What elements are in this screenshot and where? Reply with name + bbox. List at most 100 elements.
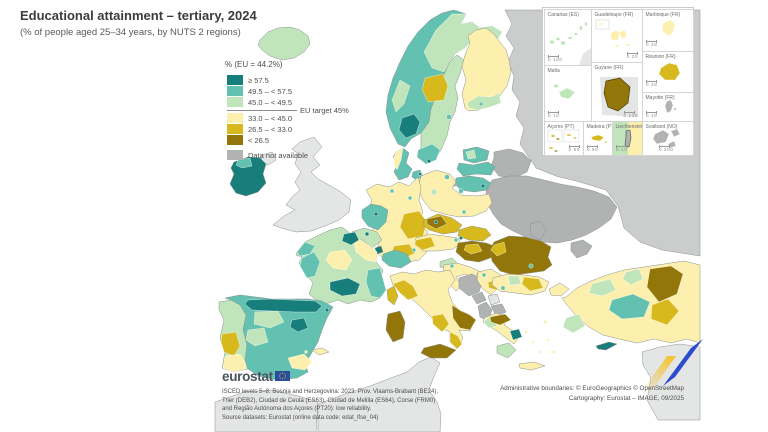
- country-baltics: [443, 146, 496, 193]
- legend-label: 49.5 – < 57.5: [248, 86, 292, 96]
- inset-label: Martinique (FR): [645, 11, 681, 18]
- inset-canarias-map: [549, 21, 591, 65]
- deco-blue-stripe: [663, 339, 703, 386]
- country-poland: [417, 169, 493, 218]
- inset-reunion-map: [658, 62, 681, 81]
- inset-madeira: Madeira (PT) 0 50: [583, 121, 613, 156]
- inset-label: Svalbard (NO): [645, 123, 678, 130]
- inset-acores: Açores (PT) 0 50: [544, 121, 584, 156]
- country-east-na: [485, 148, 618, 259]
- inset-svalbard-map: [652, 128, 681, 149]
- legend-swatch: [227, 124, 243, 134]
- inset-martinique: Martinique (FR) 0 20: [642, 9, 694, 52]
- inset-scalebar: 0 20: [646, 80, 658, 88]
- inset-scalebar: 0 20: [626, 52, 638, 60]
- inset-martinique-map: [661, 19, 676, 37]
- legend-row: 26.5 – < 33.0: [227, 124, 292, 134]
- inset-label: Liechtenstein: [615, 123, 643, 130]
- inset-scalebar: 0 10: [646, 111, 658, 119]
- footer-right: Administrative boundaries: © EuroGeograp…: [500, 384, 684, 404]
- country-africa-levant: [214, 343, 701, 432]
- legend-row: 33.0 – < 45.0: [227, 113, 292, 123]
- inset-liechtenstein: Liechtenstein 0 10: [612, 121, 643, 156]
- inset-label: Açores (PT): [547, 123, 575, 130]
- inset-scalebar: 0 50: [568, 145, 580, 153]
- country-uk: [260, 136, 352, 233]
- legend-label: ≥ 57.5: [248, 75, 269, 85]
- inset-label: Réunion (FR): [645, 53, 676, 60]
- legend-label: 26.5 – < 33.0: [248, 124, 292, 134]
- inset-acores-map: [547, 129, 580, 153]
- eu-target-line: [227, 110, 297, 111]
- legend-row: ≥ 57.5: [227, 75, 269, 85]
- deco-yellow-stripe: [641, 356, 676, 393]
- inset-reunion: Réunion (FR) 0 20: [642, 51, 694, 93]
- footnote-line: Trier (D­EB2), Ciudad de Ceuta (ES63), C…: [222, 397, 436, 404]
- inset-label: Malta: [547, 67, 560, 74]
- legend-swatch: [227, 75, 243, 85]
- inset-guadeloupe-map: [595, 19, 631, 48]
- country-germany: [365, 176, 429, 263]
- inset-label: Madeira (PT): [586, 123, 613, 130]
- country-italy: [385, 269, 477, 359]
- legend-row: 49.5 – < 57.5: [227, 86, 292, 96]
- inset-scalebar: 0 100: [623, 111, 638, 119]
- inset-madeira-map: [590, 134, 608, 144]
- page-subtitle: (% of people aged 25–34 years, by NUTS 2…: [20, 27, 241, 38]
- inset-scalebar: 0 20: [646, 40, 658, 48]
- legend-swatch: [227, 150, 243, 160]
- inset-mayotte: Mayotte (FR) 0 10: [642, 92, 694, 122]
- inset-guyane-map: [600, 77, 638, 117]
- country-iceland: [257, 26, 311, 61]
- eu-flag-icon: [274, 371, 290, 381]
- eurostat-logo-text: eurostat: [222, 369, 273, 384]
- inset-label: Guyane (FR): [594, 64, 624, 71]
- country-sweden: [416, 54, 465, 165]
- eu-target-label: EU target 45%: [300, 106, 349, 115]
- inset-scalebar: 0 10: [616, 145, 628, 153]
- country-turkey: [548, 260, 701, 351]
- page-title: Educational attainment – tertiary, 2024: [20, 8, 257, 23]
- country-greece: [482, 312, 557, 371]
- credit-line: Cartography: Eurostat – IMAGE, 09/2025: [568, 394, 684, 402]
- legend-swatch: [227, 97, 243, 107]
- inset-scalebar: 0 200: [659, 145, 674, 153]
- legend-title: % (EU = 44.2%): [225, 60, 283, 69]
- inset-canarias: Canarias (ES) 0 100: [544, 9, 592, 66]
- legend-row: 45.0 – < 49.5: [227, 97, 292, 107]
- inset-malta-map: [553, 84, 576, 100]
- legend-row: < 26.5: [227, 135, 269, 145]
- footer-left: eurostat ISCED levels 5–8. Bosnia and He…: [222, 370, 438, 422]
- inset-svalbard: Svalbard (NO) 0 200: [642, 121, 694, 156]
- country-finland: [461, 27, 512, 112]
- inset-guadeloupe: Guadeloupe (FR) 0 20: [591, 9, 643, 63]
- country-alpine: [381, 233, 462, 269]
- footnote-line: Source datasets: Eurostat (online data c…: [222, 414, 379, 421]
- legend-row-no-data: Data not available: [227, 150, 308, 160]
- footnote-line: ISCED levels 5–8. Bosnia and Herzegovina…: [222, 389, 438, 395]
- inset-label: Guadeloupe (FR): [594, 11, 634, 18]
- country-ireland: [229, 156, 267, 197]
- legend-label: Data not available: [248, 150, 309, 160]
- inset-guyane: Guyane (FR) 0 100: [591, 62, 643, 122]
- country-czechia-slovakia-hungary: [422, 213, 498, 263]
- legend-label: 45.0 – < 49.5: [248, 97, 292, 107]
- inset-mayotte-map: [664, 99, 677, 114]
- credit-line: Administrative boundaries: © EuroGeograp…: [500, 385, 684, 392]
- legend-swatch: [227, 135, 243, 145]
- title-block: Educational attainment – tertiary, 2024 …: [20, 8, 257, 38]
- country-denmark: [392, 147, 424, 181]
- eurostat-logo: eurostat: [222, 370, 438, 385]
- legend-label: 33.0 – < 45.0: [248, 113, 292, 123]
- country-spain: [224, 294, 334, 381]
- country-romania-bulgaria: [489, 235, 553, 296]
- inset-label: Mayotte (FR): [645, 94, 675, 101]
- legend-swatch: [227, 86, 243, 96]
- inset-malta: Malta 0 10: [544, 65, 592, 122]
- legend-swatch: [227, 113, 243, 123]
- inset-scalebar: 0 100: [548, 55, 563, 63]
- footnote-line: and Região Autónoma dos Açores (PT20): l…: [222, 406, 372, 413]
- country-france: [295, 226, 399, 306]
- inset-label: Canarias (ES): [547, 11, 579, 18]
